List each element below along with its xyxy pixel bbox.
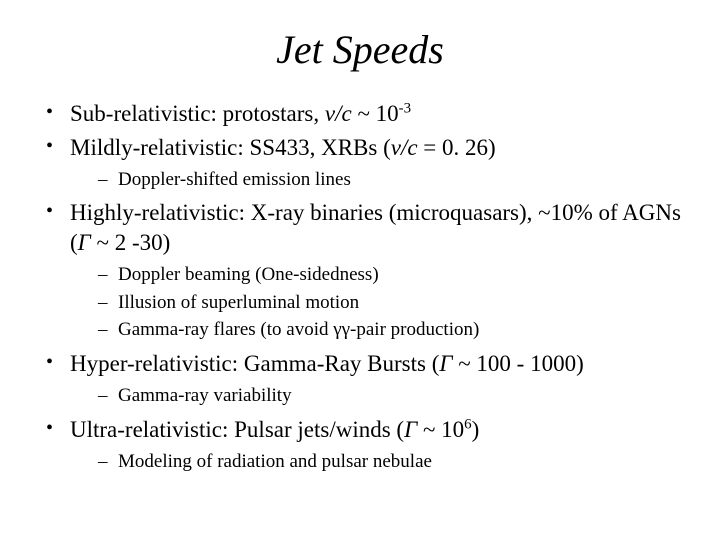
desc-mid: = 0. 26)	[418, 135, 496, 160]
sub-item: Illusion of superluminal motion	[98, 290, 690, 316]
sub-item: Doppler-shifted emission lines	[98, 167, 690, 193]
desc-mid: ~ 100 - 1000)	[452, 351, 583, 376]
desc-pre: : SS433, XRBs (	[237, 135, 390, 160]
desc-post: )	[472, 417, 480, 442]
sub-list: Gamma-ray variability	[70, 383, 690, 409]
bullet-list: Sub-relativistic: protostars, v/c ~ 10-3…	[30, 99, 690, 474]
variable: Γ	[78, 230, 91, 255]
sub-list: Doppler-shifted emission lines	[70, 167, 690, 193]
desc-mid: ~ 10	[352, 101, 399, 126]
bullet-item: Ultra-relativistic: Pulsar jets/winds (Γ…	[42, 415, 690, 475]
sub-item: Modeling of radiation and pulsar nebulae	[98, 449, 690, 475]
desc-pre: : protostars,	[211, 101, 325, 126]
sub-item: Doppler beaming (One-sidedness)	[98, 262, 690, 288]
variable: Γ	[404, 417, 417, 442]
slide-title: Jet Speeds	[30, 26, 690, 73]
sub-item: Gamma-ray variability	[98, 383, 690, 409]
category-label: Highly-relativistic	[70, 200, 239, 225]
superscript: -3	[399, 100, 411, 116]
category-label: Hyper-relativistic	[70, 351, 232, 376]
variable: Γ	[439, 351, 452, 376]
superscript: 6	[464, 416, 471, 432]
variable: v/c	[325, 101, 352, 126]
variable: v/c	[391, 135, 418, 160]
sub-list: Modeling of radiation and pulsar nebulae	[70, 449, 690, 475]
desc-mid: ~ 10	[417, 417, 464, 442]
category-label: Mildly-relativistic	[70, 135, 237, 160]
desc-pre: : Gamma-Ray Bursts (	[232, 351, 440, 376]
bullet-item: Sub-relativistic: protostars, v/c ~ 10-3	[42, 99, 690, 129]
bullet-item: Hyper-relativistic: Gamma-Ray Bursts (Γ …	[42, 349, 690, 409]
category-label: Sub-relativistic	[70, 101, 211, 126]
sub-list: Doppler beaming (One-sidedness)Illusion …	[70, 262, 690, 343]
sub-item: Gamma-ray flares (to avoid γγ-pair produ…	[98, 317, 690, 343]
desc-mid: ~ 2 -30)	[91, 230, 171, 255]
bullet-item: Highly-relativistic: X-ray binaries (mic…	[42, 198, 690, 343]
category-label: Ultra-relativistic	[70, 417, 222, 442]
bullet-item: Mildly-relativistic: SS433, XRBs (v/c = …	[42, 133, 690, 193]
desc-pre: : Pulsar jets/winds (	[222, 417, 404, 442]
